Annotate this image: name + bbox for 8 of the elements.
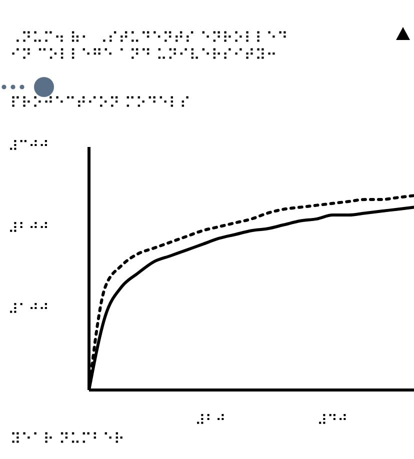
text: ⠼⠙⠚: [317, 413, 348, 429]
text: ⠼⠁⠚⠚: [8, 302, 50, 318]
text: ⠼⠃⠚⠚: [8, 221, 50, 237]
x-axis-title: ⠽⠑⠁⠗ ⠝⠥⠍⠃⠑⠗: [10, 430, 125, 448]
chart-title: ⠠⠝⠥⠍⠲ ⠷⠂ ⠠⠎⠞⠥⠙⠑⠝⠞⠎ ⠑⠝⠗⠕⠇⠇⠑⠙ ⠊⠝ ⠉⠕⠇⠇⠑⠛⠑ ⠁⠝⠙ ⠥⠝⠊⠧⠑⠗⠎⠊⠞⠽⠒: [10, 29, 288, 64]
text: ⠼⠉⠚⠚: [8, 139, 50, 155]
text: ⠼⠃⠚: [195, 413, 226, 429]
chart-subtitle: ⠏⠗⠕⠚⠑⠉⠞⠊⠕⠝ ⠍⠕⠙⠑⠇⠎: [10, 94, 191, 112]
